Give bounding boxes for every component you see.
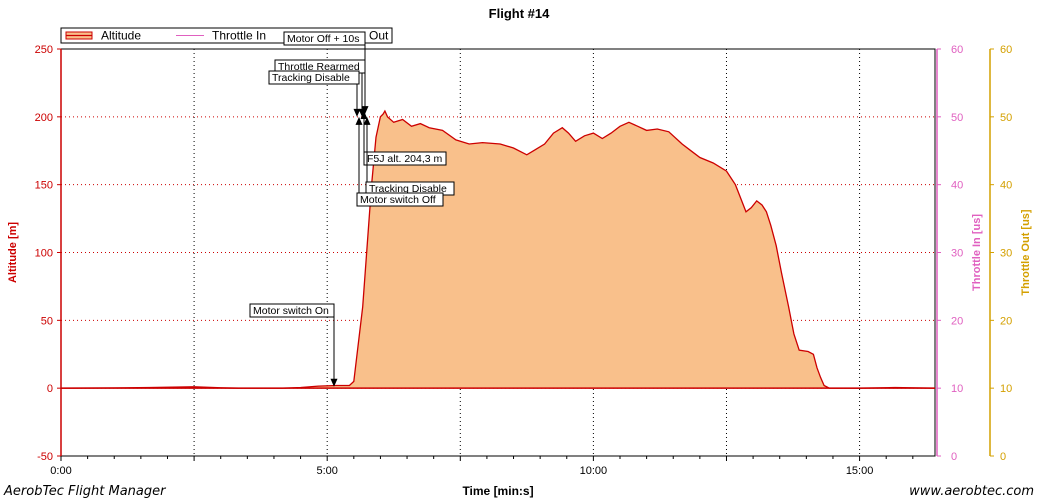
annotation-5: F5J alt. 204,3 m [360,110,447,166]
left-tick-label: 250 [35,44,53,56]
chart-title: Flight #14 [489,6,550,21]
annotation-arrowhead [355,116,363,125]
altitude-fill [61,111,935,389]
throttle-in-tick-label: 30 [951,248,963,260]
annotation-label: Motor Off + 10s [287,33,359,45]
throttle-out-tick-label: 40 [1000,180,1012,192]
throttle-in-tick-label: 0 [951,451,957,463]
annotation-label: Motor switch Off [360,194,436,206]
throttle-out-tick-label: 50 [1000,112,1012,124]
footer-url[interactable]: www.aerobtec.com [909,484,1034,499]
left-tick-label: -50 [37,451,53,463]
annotation-arrowhead [363,116,371,125]
altitude-area [60,109,936,389]
annotation-label: Tracking Disable [369,183,447,195]
footer-app-name: AerobTec Flight Manager [4,484,166,499]
annotation-box [356,192,444,207]
throttle-out-tick-label: 30 [1000,248,1012,260]
annotation-box [268,70,360,85]
annotation-box [249,303,335,318]
throttle-in-tick-label: 20 [951,315,963,327]
annotation-6: Tracking Disable [363,116,455,196]
x-axis-title: Time [min:s] [462,484,533,498]
x-tick-label: 15:00 [846,465,874,477]
left-tick-label: 50 [41,315,53,327]
annotation-box [283,31,366,46]
throttle-in-tick-label: 50 [951,112,963,124]
x-tick-label: 0:00 [50,465,71,477]
throttle-in-tick-label: 10 [951,383,963,395]
x-tick-label: 10:00 [580,465,608,477]
annotation-label: Tracking Disable [272,72,350,84]
annotation-arrowhead [330,378,338,387]
annotation-label: Throttle Rearmed [278,61,360,73]
left-tick-label: 100 [35,248,53,260]
x-tick-label: 5:00 [316,465,337,477]
annotation-arrowhead [353,108,361,117]
throttle-in-axis-title: Throttle In [us] [971,214,983,291]
legend-label-throttle-in: Throttle In [212,29,266,43]
annotation-box [363,151,447,166]
left-tick-label: 0 [47,383,53,395]
annotation-4: Motor Off + 10s [283,31,369,115]
throttle-in-tick-label: 60 [951,44,963,56]
annotation-7: Motor switch Off [355,116,444,207]
throttle-out-tick-label: 20 [1000,315,1012,327]
annotation-arrowhead [360,110,368,119]
altitude-line [60,109,936,389]
left-tick-label: 200 [35,112,53,124]
throttle-out-tick-label: 0 [1000,451,1006,463]
annotation-label: F5J alt. 204,3 m [367,153,443,165]
annotation-arrowhead [361,106,369,115]
throttle-out-axis-title: Throttle Out [us] [1020,209,1032,295]
annotation-1: Motor switch On [249,303,338,387]
throttle-out-tick-label: 60 [1000,44,1012,56]
left-axis-title: Altitude [m] [7,222,19,283]
legend-label-altitude: Altitude [101,29,141,43]
throttle-in-tick-label: 40 [951,180,963,192]
annotation-label: Motor switch On [253,305,329,317]
left-tick-label: 150 [35,180,53,192]
legend-label-throttle-out: Out [369,29,389,43]
throttle-out-tick-label: 10 [1000,383,1012,395]
annotation-3: Tracking Disable [268,70,361,117]
